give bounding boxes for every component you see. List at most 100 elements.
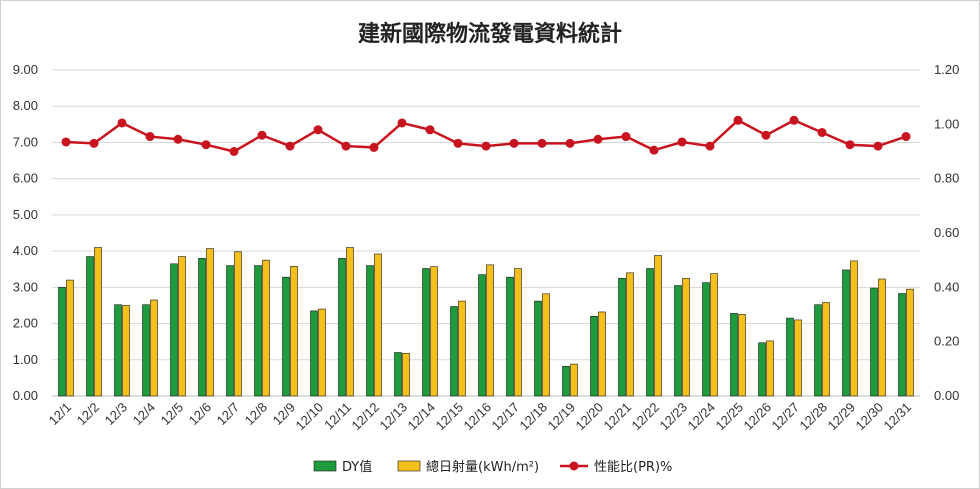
x-tick-label: 12/3 bbox=[102, 400, 131, 429]
x-tick-label: 12/4 bbox=[130, 400, 159, 429]
bar-irradiance bbox=[402, 352, 410, 397]
left-tick-label: 7.00 bbox=[13, 134, 38, 149]
left-tick-label: 1.00 bbox=[13, 352, 38, 367]
pr-point bbox=[257, 130, 267, 140]
pr-point bbox=[537, 138, 547, 148]
x-tick-label: 12/30 bbox=[853, 400, 887, 434]
pr-point bbox=[593, 134, 603, 144]
bar-irradiance bbox=[654, 255, 662, 397]
x-tick-label: 12/12 bbox=[349, 400, 383, 434]
x-tick-label: 12/29 bbox=[825, 400, 859, 434]
pr-point bbox=[565, 138, 575, 148]
pr-point bbox=[481, 141, 491, 151]
bar-irradiance bbox=[178, 256, 186, 397]
bar-dy bbox=[366, 265, 374, 397]
legend-swatch-pr-point bbox=[569, 461, 579, 471]
bar-irradiance bbox=[626, 272, 634, 397]
bar-dy bbox=[646, 268, 654, 397]
pr-point bbox=[873, 141, 883, 151]
pr-point bbox=[425, 125, 435, 135]
x-tick-label: 12/24 bbox=[685, 400, 719, 434]
bar-irradiance bbox=[262, 259, 270, 397]
bar-dy bbox=[478, 274, 486, 397]
x-tick-label: 12/16 bbox=[461, 400, 495, 434]
right-tick-label: 0.20 bbox=[934, 334, 959, 349]
left-tick-label: 6.00 bbox=[13, 171, 38, 186]
bar-dy bbox=[758, 342, 766, 397]
bar-dy bbox=[338, 258, 346, 397]
bar-dy bbox=[590, 316, 598, 397]
x-tick-label: 12/1 bbox=[46, 400, 75, 429]
bar-irradiance bbox=[822, 302, 830, 397]
bar-dy bbox=[114, 304, 122, 397]
bar-irradiance bbox=[66, 279, 74, 397]
legend-label-pr: 性能比(PR)% bbox=[594, 460, 672, 475]
pr-point bbox=[761, 130, 771, 140]
right-tick-label: 1.00 bbox=[934, 116, 959, 131]
x-tick-label: 12/21 bbox=[601, 400, 635, 434]
bar-irradiance bbox=[682, 277, 690, 397]
right-tick-label: 0.80 bbox=[934, 171, 959, 186]
x-tick-label: 12/22 bbox=[629, 400, 663, 434]
x-tick-label: 12/15 bbox=[433, 400, 467, 434]
bar-dy bbox=[898, 293, 906, 397]
bar-irradiance bbox=[458, 300, 466, 397]
x-tick-label: 12/5 bbox=[158, 400, 187, 429]
pr-point bbox=[117, 118, 127, 128]
legend-swatch-dy bbox=[313, 460, 337, 472]
bar-irradiance bbox=[514, 268, 522, 397]
left-tick-label: 4.00 bbox=[13, 243, 38, 258]
bar-dy bbox=[394, 352, 402, 397]
bar-dy bbox=[870, 287, 878, 397]
x-tick-label: 12/10 bbox=[293, 400, 327, 434]
bar-irradiance bbox=[122, 305, 130, 397]
bar-irradiance bbox=[878, 278, 886, 397]
bar-dy bbox=[618, 277, 626, 397]
bar-irradiance bbox=[346, 247, 354, 397]
legend-swatch-irradiance bbox=[397, 460, 421, 472]
x-tick-label: 12/17 bbox=[489, 400, 523, 434]
x-tick-label: 12/6 bbox=[186, 400, 215, 429]
bar-irradiance bbox=[570, 363, 578, 397]
pr-point bbox=[313, 125, 323, 135]
bar-dy bbox=[142, 304, 150, 397]
right-tick-label: 0.00 bbox=[934, 388, 959, 403]
bar-irradiance bbox=[906, 288, 914, 397]
pr-point bbox=[89, 138, 99, 148]
pr-point bbox=[453, 138, 463, 148]
bar-dy bbox=[702, 282, 710, 397]
bar-irradiance bbox=[710, 273, 718, 397]
bar-irradiance bbox=[94, 247, 102, 397]
pr-point bbox=[621, 132, 631, 142]
pr-point bbox=[61, 137, 71, 147]
pr-point bbox=[733, 115, 743, 125]
left-tick-label: 2.00 bbox=[13, 316, 38, 331]
pr-point bbox=[173, 134, 183, 144]
x-tick-label: 12/8 bbox=[242, 400, 271, 429]
bar-dy bbox=[282, 276, 290, 397]
legend-label-dy: DY值 bbox=[342, 459, 372, 475]
bar-dy bbox=[86, 256, 94, 397]
left-tick-label: 3.00 bbox=[13, 279, 38, 294]
pr-point bbox=[705, 141, 715, 151]
bar-irradiance bbox=[234, 251, 242, 397]
pr-point bbox=[397, 118, 407, 128]
x-tick-label: 12/19 bbox=[545, 400, 579, 434]
bar-dy bbox=[674, 285, 682, 397]
right-tick-label: 0.40 bbox=[934, 279, 959, 294]
bar-irradiance bbox=[486, 264, 494, 397]
pr-point bbox=[145, 132, 155, 142]
bar-dy bbox=[730, 313, 738, 397]
bar-dy bbox=[562, 365, 570, 397]
bar-irradiance bbox=[542, 293, 550, 397]
x-tick-label: 12/31 bbox=[881, 400, 915, 434]
left-tick-label: 5.00 bbox=[13, 207, 38, 222]
bar-dy bbox=[842, 269, 850, 397]
bar-dy bbox=[506, 276, 514, 397]
bar-irradiance bbox=[738, 314, 746, 397]
bar-dy bbox=[198, 258, 206, 397]
bar-irradiance bbox=[374, 253, 382, 397]
bar-irradiance bbox=[598, 311, 606, 397]
pr-point bbox=[229, 147, 239, 156]
